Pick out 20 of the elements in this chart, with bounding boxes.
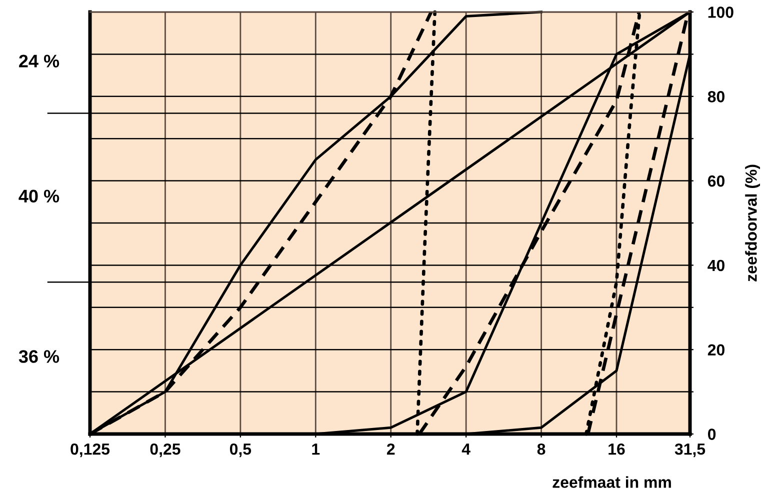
x-tick-label: 1 [312, 444, 320, 455]
y-tick-label: 100 [708, 6, 734, 18]
x-axis-title: zeefmaat in mm [552, 476, 671, 488]
x-tick-label: 8 [537, 443, 546, 455]
y-tick-label: 40 [708, 260, 724, 272]
x-tick-label: 16 [608, 443, 625, 455]
x-tick-label: 2 [386, 443, 395, 455]
x-tick-label: 0,25 [150, 443, 180, 458]
y-tick-label: 0 [708, 428, 716, 440]
x-tick-label: 0,5 [230, 443, 252, 458]
y-tick-label: 80 [708, 91, 724, 102]
y-axis-title: zeefdoorval (%) [745, 164, 760, 282]
text: 36 % [18, 350, 60, 363]
x-tick-label: 0,125 [70, 443, 110, 458]
x-tick-label: 4 [462, 444, 470, 455]
x-tick-label: 31,5 [674, 443, 706, 458]
y-tick-label: 60 [708, 175, 724, 187]
y-tick-label: 20 [708, 344, 724, 356]
text: 24 % [19, 54, 60, 68]
text: 40 % [18, 190, 60, 203]
